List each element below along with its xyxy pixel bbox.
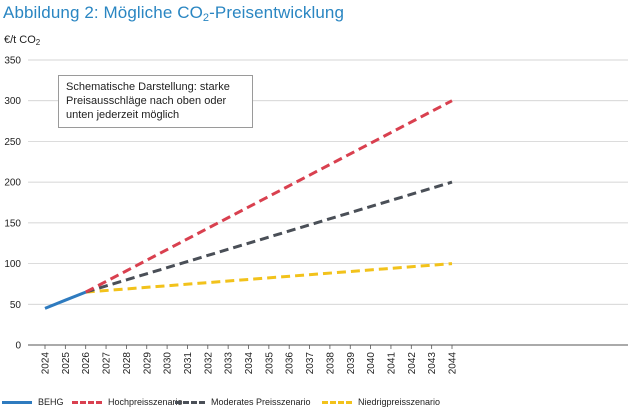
- x-tick-label-2033: 2033: [224, 352, 235, 375]
- x-tick-label-2040: 2040: [366, 352, 377, 375]
- y-tick-label-50: 50: [10, 300, 22, 311]
- x-tick-label-2025: 2025: [61, 352, 72, 375]
- x-tick-label-2044: 2044: [448, 352, 459, 375]
- legend-item-behg: BEHG: [2, 397, 64, 407]
- legend-item-hochpreisszenario: Hochpreisszenario: [72, 397, 183, 407]
- legend-swatch-niedrigpreisszenario: [322, 400, 352, 404]
- x-tick-label-2032: 2032: [203, 352, 214, 375]
- x-tick-label-2036: 2036: [285, 352, 296, 375]
- chart-title: Abbildung 2: Mögliche CO2-Preisentwicklu…: [3, 3, 345, 24]
- x-tick-label-2024: 2024: [41, 352, 52, 375]
- legend-swatch-behg: [2, 400, 32, 404]
- x-tick-label-2031: 2031: [183, 352, 194, 375]
- x-tick-label-2041: 2041: [386, 352, 397, 375]
- y-tick-label-0: 0: [15, 341, 21, 352]
- series-line-hochpreisszenario: [85, 99, 453, 294]
- x-tick-label-2039: 2039: [346, 352, 357, 375]
- x-tick-label-2042: 2042: [407, 352, 418, 375]
- legend-item-niedrigpreisszenario: Niedrigpreisszenario: [322, 397, 440, 407]
- x-tick-label-2030: 2030: [163, 352, 174, 375]
- y-tick-label-200: 200: [4, 178, 21, 189]
- series-lines: [44, 99, 453, 310]
- legend-item-moderates-preisszenario: Moderates Preisszenario: [175, 397, 311, 407]
- y-tick-labels: 0 50 100 150 200 250 300 350: [4, 56, 21, 352]
- grid-lines: [28, 59, 628, 346]
- x-tick-label-2034: 2034: [244, 352, 255, 375]
- series-line-behg: [44, 290, 87, 310]
- legend: BEHG Hochpreisszenario Moderates Preissz…: [0, 397, 640, 411]
- x-tick-label-2035: 2035: [264, 352, 275, 375]
- x-tick-label-2029: 2029: [142, 352, 153, 375]
- legend-swatch-moderates-preisszenario: [175, 400, 205, 404]
- y-tick-label-300: 300: [4, 96, 21, 107]
- x-tick-label-2038: 2038: [325, 352, 336, 375]
- y-tick-label-350: 350: [4, 56, 21, 67]
- y-tick-label-150: 150: [4, 218, 21, 229]
- legend-label-niedrigpreisszenario: Niedrigpreisszenario: [358, 397, 441, 407]
- x-tick-label-2027: 2027: [102, 352, 113, 375]
- series-line-moderates-preisszenario: [85, 180, 453, 294]
- series-line-niedrigpreisszenario: [85, 262, 453, 294]
- y-axis-label: €/t CO2: [4, 34, 41, 47]
- x-tick-label-2028: 2028: [122, 352, 133, 375]
- x-tick-label-2026: 2026: [81, 352, 92, 375]
- legend-label-moderates-preisszenario: Moderates Preisszenario: [211, 397, 311, 407]
- legend-label-behg: BEHG: [38, 397, 64, 407]
- legend-label-hochpreisszenario: Hochpreisszenario: [108, 397, 183, 407]
- y-tick-label-100: 100: [4, 259, 21, 270]
- legend-swatch-hochpreisszenario: [72, 400, 102, 404]
- y-tick-label-250: 250: [4, 137, 21, 148]
- x-tick-labels: 2024 2025 2026 2027 2028 2029 2030 2031 2032 2033…: [41, 345, 459, 374]
- x-tick-label-2037: 2037: [305, 352, 316, 375]
- x-tick-label-2043: 2043: [427, 352, 438, 375]
- annotation-box: Schematische Darstellung: starke Preisau…: [58, 75, 253, 128]
